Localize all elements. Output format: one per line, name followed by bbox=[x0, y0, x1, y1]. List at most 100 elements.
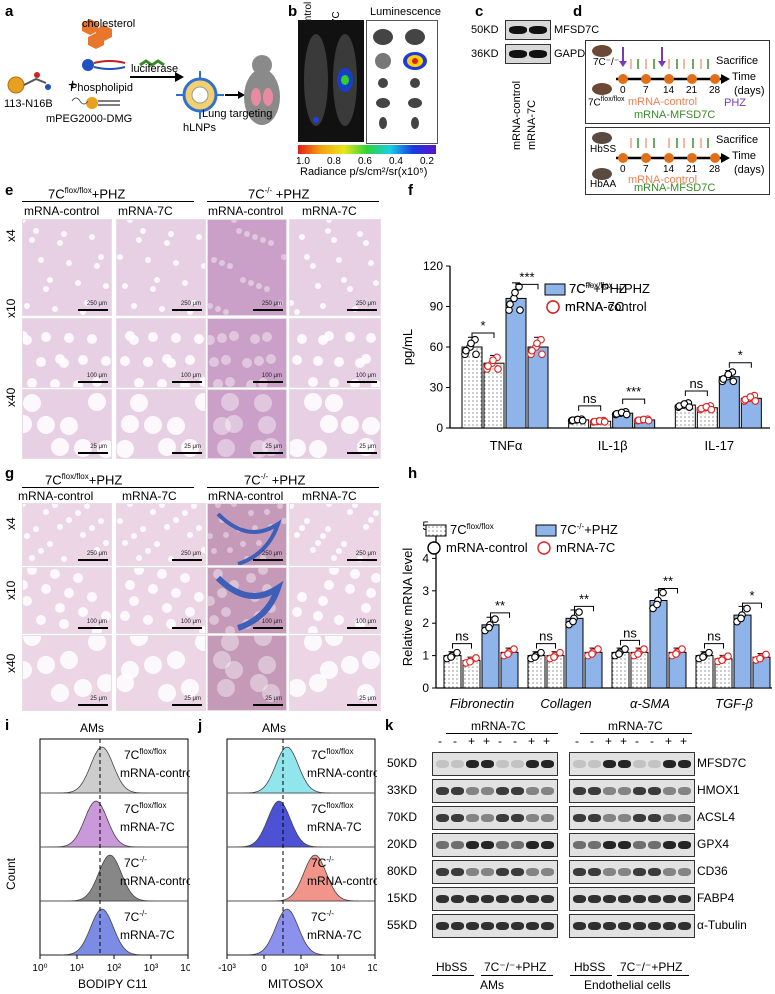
legend-label: 7Cflox/flox bbox=[450, 522, 494, 537]
k-title-endothelial: Endothelial cells bbox=[584, 978, 671, 992]
panel-label-j: j bbox=[198, 717, 203, 734]
histogram-curve bbox=[39, 800, 188, 848]
scale-bar bbox=[78, 704, 108, 706]
scale-label: 25 μm bbox=[359, 444, 376, 450]
i-xlabel: BODIPY C11 bbox=[78, 977, 148, 991]
k-protein-label: α-Tubulin bbox=[697, 918, 747, 932]
data-point bbox=[556, 648, 564, 657]
scale-label: 250 μm bbox=[355, 301, 376, 307]
k-lane-sign: + bbox=[680, 734, 688, 748]
e-tile-x40-1: 25 μm bbox=[22, 389, 112, 459]
y-tick-label: 2 bbox=[422, 616, 429, 630]
k-lane-sign: + bbox=[620, 734, 628, 748]
data-point bbox=[531, 653, 539, 661]
e-col-label: mRNA-control bbox=[208, 204, 284, 218]
significance-label: ns bbox=[623, 625, 637, 640]
x-tick-label: 10³ bbox=[144, 963, 159, 974]
significance-label: ns bbox=[707, 629, 721, 644]
ivis-image-mice bbox=[298, 20, 364, 142]
scale-label: 250 μm bbox=[261, 301, 282, 307]
data-point bbox=[724, 652, 732, 661]
track-label: mRNA-control bbox=[307, 874, 377, 888]
g-tile-x4-4: 250 μm bbox=[289, 503, 381, 566]
k-blot-gpx4-ams bbox=[432, 833, 558, 857]
legend-swatch bbox=[425, 524, 447, 537]
legend-label: mRNA-control bbox=[565, 299, 647, 314]
k-protein-label: GPX4 bbox=[697, 837, 730, 851]
data-point bbox=[737, 614, 745, 623]
scale-bar bbox=[347, 381, 377, 383]
x-tick-label: 10⁵ bbox=[367, 963, 377, 974]
y-tick-label: 30 bbox=[430, 381, 444, 395]
category-label: α-SMA bbox=[630, 696, 670, 711]
e-tile-x4-2: 250 μm bbox=[116, 219, 206, 316]
scale-label: 25 μm bbox=[90, 696, 107, 702]
track-label: 7Cflox/flox bbox=[124, 747, 166, 762]
k-blot-mfsd7c-endothelial bbox=[569, 752, 695, 776]
significance-label: ** bbox=[495, 598, 505, 613]
e-tile-x40-3: 25 μm bbox=[207, 389, 287, 459]
k-lane-sign: - bbox=[498, 734, 502, 748]
timeline-box-top: 7C⁻/⁻ 7Cflox/flox Sacrifice Time (days) … bbox=[585, 40, 770, 124]
e-tile-x10-2: 100 μm bbox=[116, 318, 206, 388]
data-point bbox=[550, 653, 558, 661]
e-tile-x10-1: 100 μm bbox=[22, 318, 112, 388]
g-row-label: x40 bbox=[4, 653, 18, 673]
e-tile-x10-3: 100 μm bbox=[207, 318, 287, 388]
k-lane-sign: + bbox=[665, 734, 673, 748]
data-point bbox=[467, 339, 475, 348]
data-point bbox=[504, 650, 512, 658]
significance-label: * bbox=[749, 588, 754, 603]
scale-label: 250 μm bbox=[355, 551, 376, 557]
d-day-tick: 28 bbox=[709, 85, 721, 96]
label-luminescence: Luminescence bbox=[370, 6, 441, 18]
k-blot-tubulin-ams bbox=[432, 914, 558, 938]
scale-label: 100 μm bbox=[180, 373, 201, 379]
k-lane-sign: - bbox=[513, 734, 517, 748]
k-blot-acsl4-endothelial bbox=[569, 806, 695, 830]
scale-label: 100 μm bbox=[180, 619, 201, 625]
g-tile-x10-3: 100 μm bbox=[207, 567, 287, 634]
scale-label: 25 μm bbox=[184, 444, 201, 450]
d-day-tick: 14 bbox=[663, 164, 675, 175]
legend-label: mRNA-7C bbox=[556, 540, 615, 555]
k-blot-fabp4-ams bbox=[432, 887, 558, 911]
legend-swatch bbox=[544, 283, 566, 296]
category-label: Fibronectin bbox=[450, 696, 514, 711]
data-point bbox=[634, 650, 642, 658]
k-lane-sign: + bbox=[605, 734, 613, 748]
data-point bbox=[588, 650, 596, 658]
track-label: mRNA-control bbox=[307, 766, 377, 780]
scale-bar bbox=[172, 559, 202, 561]
e-tile-x4-3: 250 μm bbox=[207, 219, 287, 316]
track-label: mRNA-control bbox=[120, 874, 190, 888]
data-point bbox=[705, 648, 713, 657]
track-label: 7C-/- bbox=[124, 855, 147, 870]
panel-label-b: b bbox=[288, 3, 298, 20]
y-axis-label: pg/mL bbox=[400, 329, 415, 365]
category-label: TGF-β bbox=[715, 696, 753, 711]
data-point bbox=[506, 300, 514, 309]
scale-bar bbox=[347, 704, 377, 706]
label-luciferase: luciferase bbox=[131, 63, 179, 75]
data-point bbox=[724, 370, 733, 379]
data-point bbox=[466, 657, 474, 666]
data-point bbox=[484, 362, 492, 370]
legend-label: mRNA-control bbox=[446, 540, 528, 555]
k-lane-sign: - bbox=[438, 734, 442, 748]
k-group-left-1: HbSS bbox=[436, 960, 468, 974]
k-group-right-2: 7C⁻/⁻+PHZ bbox=[620, 960, 683, 974]
y-tick-label: 0 bbox=[436, 421, 443, 435]
d-hbaa: HbAA bbox=[590, 179, 617, 190]
legend-marker bbox=[546, 300, 560, 314]
g-row-label: x10 bbox=[4, 580, 18, 600]
d-sacrifice: Sacrifice bbox=[716, 55, 759, 67]
bar bbox=[733, 614, 752, 689]
k-blot-acsl4-ams bbox=[432, 806, 558, 830]
scale-bar bbox=[253, 309, 283, 311]
data-point bbox=[569, 617, 577, 626]
k-kd-marker: 20KD bbox=[387, 837, 418, 851]
data-point bbox=[743, 604, 751, 613]
k-group-title-right: mRNA-7C bbox=[608, 719, 663, 733]
d-mouse-ko: 7C⁻/⁻ bbox=[593, 57, 620, 68]
